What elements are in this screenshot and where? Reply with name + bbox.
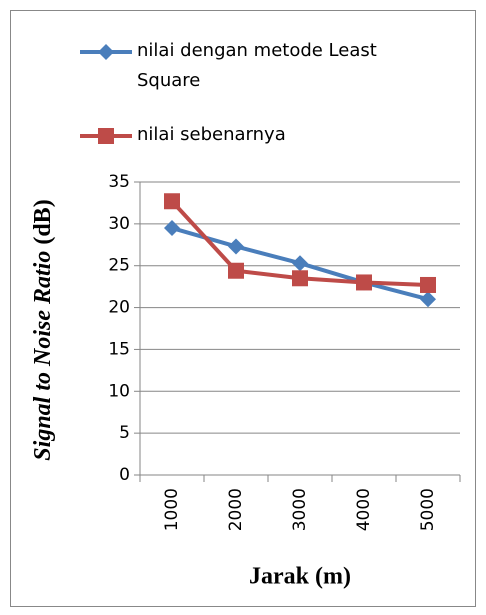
series: [164, 220, 436, 308]
marker: [420, 276, 436, 293]
y-tick-label: 20: [108, 298, 130, 318]
x-tick-label: 3000: [290, 488, 310, 531]
y-tick-label: 25: [108, 256, 130, 276]
marker: [420, 291, 436, 308]
chart-border: [10, 10, 476, 607]
legend-marker: [98, 44, 114, 60]
marker: [292, 270, 308, 287]
y-tick-label: 35: [108, 172, 130, 192]
x-tick-label: 1000: [162, 488, 182, 531]
y-tick-label: 30: [108, 214, 130, 234]
y-tick-label: 0: [119, 465, 130, 485]
y-tick-label: 10: [108, 381, 130, 401]
marker: [228, 262, 244, 279]
legend-label: nilai sebenarnya: [137, 124, 286, 145]
y-tick-label: 15: [108, 339, 130, 359]
legend-marker: [98, 128, 114, 144]
y-axis-title-main: Signal to Noise Ratio: [30, 251, 56, 461]
x-tick-label: 2000: [226, 488, 246, 531]
series: [164, 193, 436, 293]
marker: [164, 193, 180, 210]
marker: [356, 274, 372, 291]
marker: [292, 255, 308, 272]
y-axis-title: Signal to Noise Ratio (dB): [30, 199, 56, 460]
x-tick-label: 4000: [354, 488, 374, 531]
marker: [164, 220, 180, 237]
y-tick-label: 5: [119, 423, 130, 443]
y-axis-title-unit: (dB): [30, 199, 56, 244]
x-axis-title: Jarak (m): [249, 564, 351, 590]
x-tick-label: 5000: [418, 488, 438, 531]
marker: [228, 238, 244, 255]
legend-label: nilai dengan metode Least Square: [137, 40, 377, 91]
